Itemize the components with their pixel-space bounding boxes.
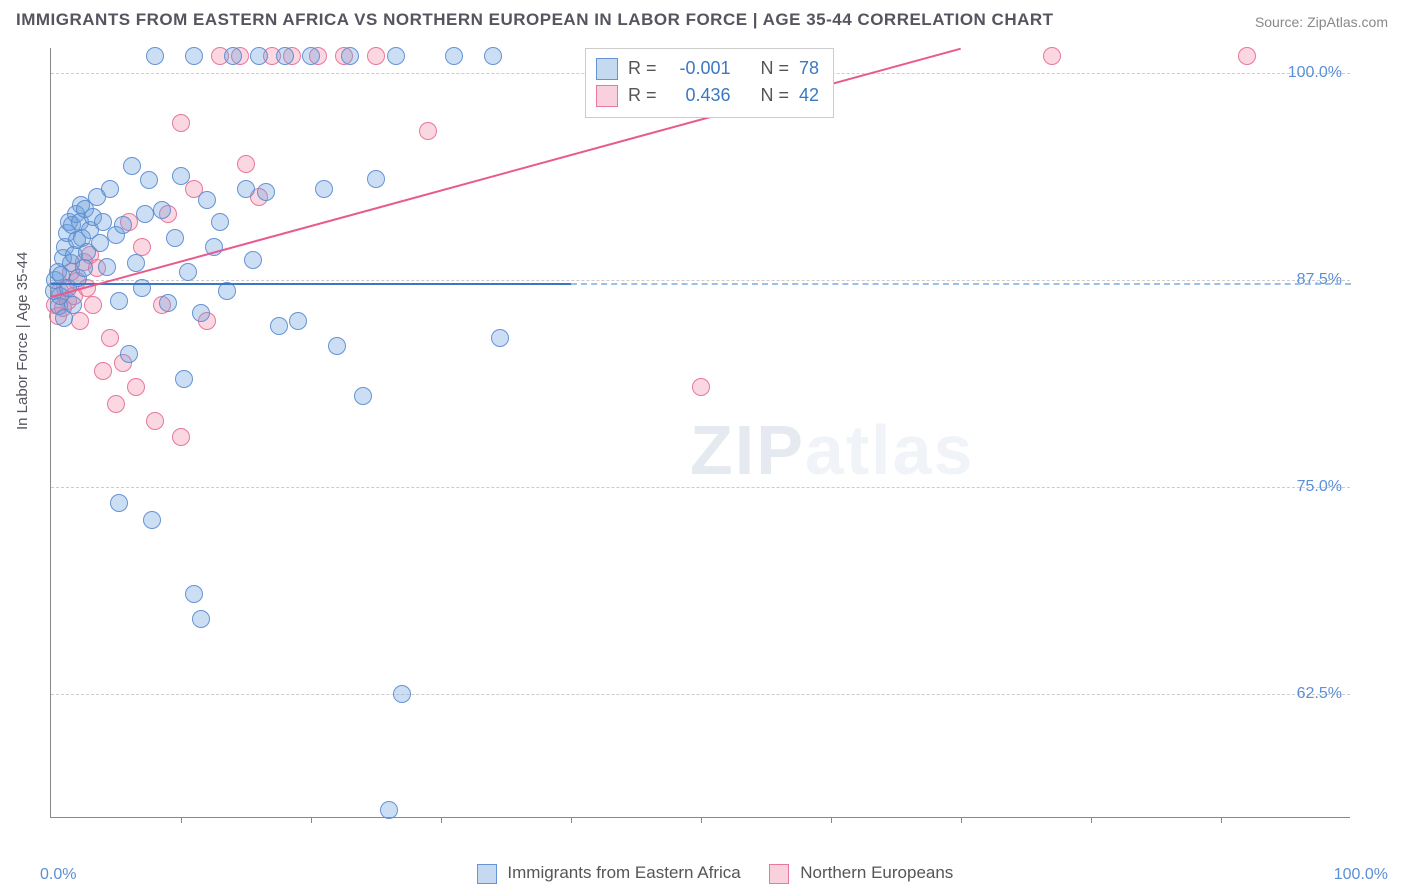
x-tick <box>571 817 572 823</box>
point-eastern-africa <box>136 205 154 223</box>
point-eastern-africa <box>387 47 405 65</box>
point-northern-european <box>172 428 190 446</box>
point-eastern-africa <box>140 171 158 189</box>
point-eastern-africa <box>484 47 502 65</box>
point-eastern-africa <box>123 157 141 175</box>
point-eastern-africa <box>185 585 203 603</box>
point-eastern-africa <box>192 610 210 628</box>
y-axis-title: In Labor Force | Age 35-44 <box>14 252 31 430</box>
source-label: Source: ZipAtlas.com <box>1255 14 1388 30</box>
point-eastern-africa <box>380 801 398 819</box>
point-eastern-africa <box>393 685 411 703</box>
bottom-legend-b: Northern Europeans <box>800 863 953 882</box>
point-eastern-africa <box>166 229 184 247</box>
swatch-blue <box>596 58 618 80</box>
point-eastern-africa <box>244 251 262 269</box>
point-eastern-africa <box>289 312 307 330</box>
point-northern-european <box>133 238 151 256</box>
point-eastern-africa <box>257 183 275 201</box>
y-tick-label: 75.0% <box>1297 478 1342 496</box>
x-tick <box>1221 817 1222 823</box>
bottom-legend-a: Immigrants from Eastern Africa <box>507 863 740 882</box>
point-eastern-africa <box>114 216 132 234</box>
point-northern-european <box>107 395 125 413</box>
point-eastern-africa <box>64 296 82 314</box>
point-eastern-africa <box>270 317 288 335</box>
point-eastern-africa <box>367 170 385 188</box>
point-northern-european <box>237 155 255 173</box>
gridline <box>51 694 1350 695</box>
y-tick-label: 87.5% <box>1297 271 1342 289</box>
bottom-swatch-pink <box>769 864 789 884</box>
y-tick-label: 100.0% <box>1288 64 1342 82</box>
x-tick <box>961 817 962 823</box>
point-northern-european <box>146 412 164 430</box>
point-eastern-africa <box>101 180 119 198</box>
point-eastern-africa <box>211 213 229 231</box>
point-eastern-africa <box>153 201 171 219</box>
point-northern-european <box>71 312 89 330</box>
point-eastern-africa <box>224 47 242 65</box>
x-tick <box>831 817 832 823</box>
point-eastern-africa <box>172 167 190 185</box>
point-eastern-africa <box>98 258 116 276</box>
point-eastern-africa <box>250 47 268 65</box>
x-tick <box>1091 817 1092 823</box>
point-eastern-africa <box>159 294 177 312</box>
point-eastern-africa <box>491 329 509 347</box>
point-eastern-africa <box>133 279 151 297</box>
point-eastern-africa <box>146 47 164 65</box>
point-eastern-africa <box>110 292 128 310</box>
gridline <box>51 487 1350 488</box>
x-tick <box>701 817 702 823</box>
point-northern-european <box>692 378 710 396</box>
point-eastern-africa <box>237 180 255 198</box>
swatch-pink <box>596 85 618 107</box>
point-eastern-africa <box>198 191 216 209</box>
chart-title: IMMIGRANTS FROM EASTERN AFRICA VS NORTHE… <box>16 10 1054 30</box>
point-eastern-africa <box>143 511 161 529</box>
point-eastern-africa <box>185 47 203 65</box>
point-northern-european <box>419 122 437 140</box>
point-eastern-africa <box>110 494 128 512</box>
point-northern-european <box>84 296 102 314</box>
point-eastern-africa <box>445 47 463 65</box>
point-eastern-africa <box>192 304 210 322</box>
point-eastern-africa <box>120 345 138 363</box>
point-eastern-africa <box>127 254 145 272</box>
point-eastern-africa <box>179 263 197 281</box>
y-tick-label: 62.5% <box>1297 685 1342 703</box>
point-northern-european <box>1238 47 1256 65</box>
point-northern-european <box>1043 47 1061 65</box>
point-northern-european <box>94 362 112 380</box>
point-northern-european <box>367 47 385 65</box>
point-eastern-africa <box>315 180 333 198</box>
x-tick <box>311 817 312 823</box>
point-eastern-africa <box>341 47 359 65</box>
point-northern-european <box>101 329 119 347</box>
legend-row-a: R = -0.001 N = 78 <box>596 55 819 82</box>
point-eastern-africa <box>354 387 372 405</box>
point-northern-european <box>127 378 145 396</box>
x-tick <box>181 817 182 823</box>
point-eastern-africa <box>175 370 193 388</box>
bottom-legend: Immigrants from Eastern Africa Northern … <box>0 863 1406 884</box>
gridline <box>51 280 1350 281</box>
legend-row-b: R = 0.436 N = 42 <box>596 82 819 109</box>
trendline-blue-dashed <box>571 283 1351 285</box>
point-eastern-africa <box>75 259 93 277</box>
point-northern-european <box>172 114 190 132</box>
bottom-swatch-blue <box>477 864 497 884</box>
x-tick <box>441 817 442 823</box>
point-eastern-africa <box>328 337 346 355</box>
point-eastern-africa <box>276 47 294 65</box>
point-eastern-africa <box>302 47 320 65</box>
trendline-blue <box>51 283 571 285</box>
correlation-legend: R = -0.001 N = 78 R = 0.436 N = 42 <box>585 48 834 118</box>
plot-area: 62.5% 75.0% 87.5% 100.0% <box>50 48 1350 818</box>
